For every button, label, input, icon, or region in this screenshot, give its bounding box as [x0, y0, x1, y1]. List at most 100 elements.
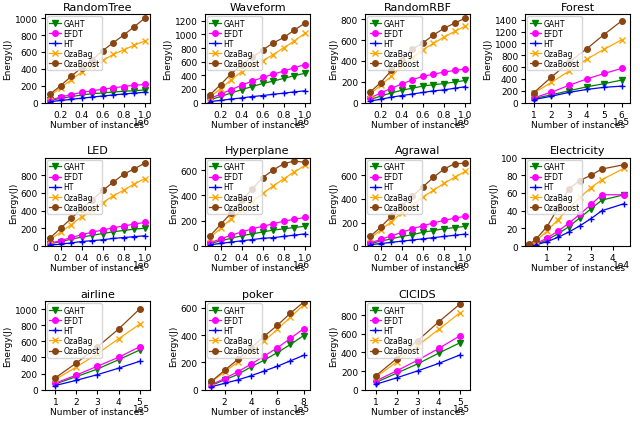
- Title: RandomTree: RandomTree: [63, 3, 132, 13]
- GAHT: [565, 225, 573, 230]
- GAHT: [248, 85, 256, 90]
- OzaBoost: [280, 161, 288, 167]
- GAHT: [408, 86, 416, 92]
- OzaBag: [451, 176, 458, 181]
- OzaBoost: [88, 58, 96, 63]
- HT: [451, 86, 458, 92]
- OzaBoost: [621, 163, 628, 168]
- OzaBoost: [280, 36, 288, 41]
- EFDT: [280, 69, 288, 75]
- GAHT: [582, 85, 590, 90]
- HT: [221, 381, 228, 386]
- OzaBag: [269, 184, 277, 189]
- GAHT: [280, 227, 288, 232]
- OzaBag: [46, 94, 54, 99]
- EFDT: [291, 217, 298, 222]
- GAHT: [419, 230, 427, 235]
- GAHT: [269, 79, 277, 84]
- OzaBoost: [367, 90, 374, 95]
- GAHT: [287, 342, 294, 347]
- EFDT: [600, 72, 608, 77]
- OzaBoost: [217, 83, 225, 88]
- EFDT: [367, 241, 374, 246]
- OzaBag: [247, 349, 255, 354]
- EFDT: [543, 236, 551, 241]
- OzaBoost: [72, 360, 80, 366]
- OzaBag: [141, 39, 148, 44]
- OzaBag: [372, 375, 380, 380]
- OzaBoost: [377, 225, 385, 230]
- OzaBoost: [525, 242, 533, 248]
- EFDT: [408, 78, 416, 83]
- OzaBag: [259, 191, 267, 196]
- OzaBoost: [248, 187, 256, 192]
- Title: Hyperplane: Hyperplane: [225, 146, 290, 156]
- HT: [51, 383, 59, 388]
- HT: [99, 238, 107, 243]
- GAHT: [72, 374, 80, 379]
- EFDT: [435, 346, 442, 351]
- OzaBag: [532, 239, 540, 244]
- Title: RandomRBF: RandomRBF: [383, 3, 452, 13]
- OzaBoost: [67, 75, 75, 80]
- HT: [238, 96, 246, 101]
- OzaBoost: [598, 167, 605, 172]
- GAHT: [429, 228, 437, 233]
- OzaBag: [287, 315, 294, 320]
- OzaBag: [398, 211, 406, 216]
- Legend: GAHT, EFDT, HT, OzaBag, OzaBoost: GAHT, EFDT, HT, OzaBag, OzaBoost: [207, 161, 262, 214]
- OzaBag: [88, 207, 96, 213]
- EFDT: [141, 220, 148, 225]
- HT: [78, 96, 86, 101]
- GAHT: [280, 77, 288, 82]
- OzaBag: [367, 92, 374, 98]
- OzaBoost: [217, 222, 225, 227]
- EFDT: [565, 221, 573, 226]
- EFDT: [259, 76, 267, 81]
- HT: [46, 100, 54, 105]
- EFDT: [207, 382, 215, 387]
- EFDT: [461, 214, 469, 219]
- HT: [451, 233, 458, 238]
- HT: [532, 243, 540, 248]
- EFDT: [78, 91, 86, 96]
- HT: [367, 242, 374, 248]
- X-axis label: Number of instances: Number of instances: [51, 407, 145, 416]
- EFDT: [287, 336, 294, 341]
- GAHT: [398, 89, 406, 94]
- HT: [598, 209, 605, 214]
- Line: HT: HT: [208, 352, 307, 390]
- Line: EFDT: EFDT: [52, 344, 142, 386]
- OzaBoost: [419, 185, 427, 190]
- OzaBoost: [393, 356, 401, 361]
- EFDT: [393, 368, 401, 374]
- OzaBoost: [99, 49, 107, 54]
- OzaBag: [207, 380, 215, 385]
- OzaBag: [587, 186, 595, 191]
- OzaBoost: [227, 211, 235, 216]
- EFDT: [131, 222, 138, 227]
- EFDT: [259, 224, 267, 229]
- GAHT: [221, 377, 228, 383]
- EFDT: [451, 69, 458, 74]
- GAHT: [618, 78, 625, 83]
- GAHT: [259, 230, 267, 235]
- HT: [88, 95, 96, 101]
- Y-axis label: Energy(J): Energy(J): [489, 182, 498, 223]
- HT: [461, 85, 469, 90]
- OzaBoost: [387, 214, 395, 219]
- OzaBag: [217, 87, 225, 92]
- EFDT: [51, 381, 59, 386]
- GAHT: [227, 91, 235, 96]
- Line: OzaBag: OzaBag: [47, 38, 148, 100]
- OzaBag: [93, 351, 101, 357]
- GAHT: [206, 242, 214, 247]
- HT: [259, 94, 267, 99]
- GAHT: [291, 74, 298, 79]
- GAHT: [238, 233, 246, 239]
- EFDT: [461, 67, 469, 72]
- GAHT: [301, 224, 308, 229]
- Line: EFDT: EFDT: [207, 215, 308, 246]
- OzaBoost: [301, 22, 308, 27]
- GAHT: [372, 380, 380, 385]
